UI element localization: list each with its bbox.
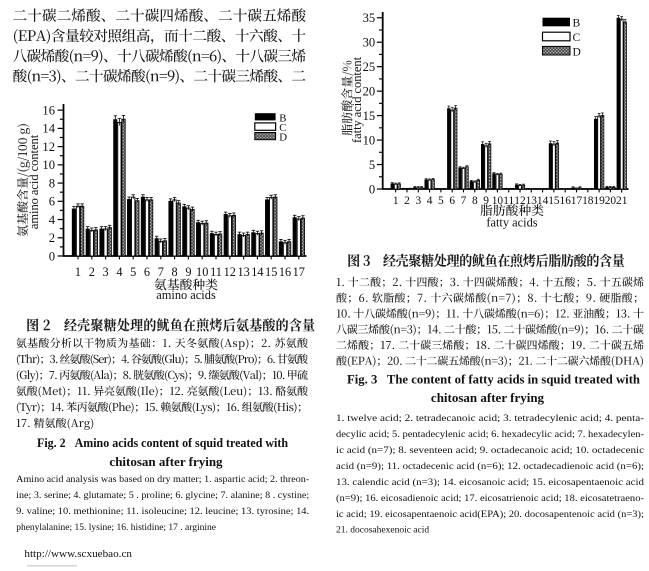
svg-text:15: 15 <box>265 265 277 279</box>
svg-text:C: C <box>279 122 286 134</box>
svg-text:10: 10 <box>196 265 208 279</box>
svg-text:14: 14 <box>251 265 263 279</box>
svg-text:fatty acid content: fatty acid content <box>350 56 364 143</box>
svg-text:17: 17 <box>293 265 305 279</box>
svg-text:phenylalanine; 15. lysine; 16.: phenylalanine; 15. lysine; 16. histidine… <box>16 523 216 533</box>
svg-text:1: 1 <box>393 195 399 207</box>
svg-text:Amino acid analysis was based: Amino acid analysis was based on dry mat… <box>16 475 309 485</box>
svg-text:14: 14 <box>42 122 55 136</box>
svg-text:2: 2 <box>89 265 95 279</box>
svg-text:21. docosahexenoic acid: 21. docosahexenoic acid <box>336 526 429 536</box>
svg-text:5: 5 <box>130 265 136 279</box>
svg-text:ic acid; 19. eicosapentaenoic: ic acid; 19. eicosapentaenoic acid(EPA);… <box>336 509 644 520</box>
svg-text:chitosan after frying: chitosan after frying <box>431 390 545 405</box>
svg-text:(n=9); 16. eicosadienoic acid;: (n=9); 16. eicosadienoic acid; 17. eicos… <box>336 493 644 504</box>
svg-text:3: 3 <box>415 195 421 207</box>
svg-text:amino acids: amino acids <box>156 288 216 302</box>
svg-text:9: 9 <box>185 265 191 279</box>
svg-text:13: 13 <box>526 195 538 207</box>
svg-text:20: 20 <box>605 195 617 207</box>
svg-text:D: D <box>573 45 581 58</box>
svg-text:12: 12 <box>42 140 55 154</box>
svg-text:9. valine; 10. methionine; 11.: 9. valine; 10. methionine; 11. isoleucin… <box>16 507 309 517</box>
svg-text:fatty acids: fatty acids <box>486 216 537 230</box>
svg-text:20: 20 <box>363 85 376 99</box>
svg-text:B: B <box>279 112 286 124</box>
svg-text:0: 0 <box>49 249 55 263</box>
svg-text:4: 4 <box>427 195 433 207</box>
svg-text:25: 25 <box>363 60 376 74</box>
svg-text:6: 6 <box>144 265 150 279</box>
svg-text:D: D <box>279 131 287 143</box>
svg-text:13. calendic acid (n=3); 14. e: 13. calendic acid (n=3); 14. eicosanoic … <box>336 477 644 488</box>
svg-text:15: 15 <box>363 109 376 123</box>
svg-text:acid (n=9); 11. octadecenic ac: acid (n=9); 11. octadecenic acid (n=6); … <box>336 461 644 472</box>
svg-text:Fig. 2 Amino acids content o: Fig. 2 Amino acids content of squid trea… <box>37 435 289 450</box>
svg-text:30: 30 <box>363 36 376 50</box>
svg-text:18: 18 <box>582 195 594 207</box>
svg-text:8: 8 <box>49 176 55 190</box>
svg-text:9: 9 <box>483 195 489 207</box>
svg-text:10: 10 <box>363 133 376 147</box>
svg-text:2: 2 <box>404 195 410 207</box>
svg-text:7: 7 <box>461 195 467 207</box>
svg-text:B: B <box>573 17 581 30</box>
svg-text:ine; 3. serine; 4. glutamate;: ine; 3. serine; 4. glutamate; 5 . prolin… <box>16 491 309 501</box>
svg-text:17: 17 <box>571 195 583 207</box>
svg-text:12: 12 <box>514 195 526 207</box>
svg-text:http://www.scxuebao.cn: http://www.scxuebao.cn <box>24 549 132 560</box>
svg-text:7: 7 <box>158 265 164 279</box>
svg-text:13: 13 <box>237 265 249 279</box>
svg-text:35: 35 <box>363 11 376 25</box>
svg-text:11: 11 <box>210 265 222 279</box>
svg-text:16: 16 <box>42 103 55 117</box>
svg-text:3: 3 <box>103 265 109 279</box>
svg-text:5: 5 <box>438 195 444 207</box>
svg-text:10: 10 <box>42 158 55 172</box>
svg-text:2: 2 <box>49 231 55 245</box>
svg-text:19: 19 <box>593 195 605 207</box>
svg-text:C: C <box>573 31 581 44</box>
svg-text:16: 16 <box>560 195 572 207</box>
svg-text:8: 8 <box>172 265 178 279</box>
svg-text:8: 8 <box>472 195 478 207</box>
svg-text:15: 15 <box>548 195 560 207</box>
svg-text:12: 12 <box>224 265 236 279</box>
svg-text:5: 5 <box>369 158 375 172</box>
svg-text:chitosan after frying: chitosan after frying <box>109 454 223 469</box>
svg-text:ic acid (n=7); 8. seventeen ac: ic acid (n=7); 8. seventeen acid; 9. oct… <box>336 445 644 456</box>
svg-text:0: 0 <box>369 182 375 196</box>
svg-text:1: 1 <box>75 265 81 279</box>
svg-text:10: 10 <box>492 195 504 207</box>
svg-text:Fig. 3 The content of fatty: Fig. 3 The content of fatty acids in squ… <box>347 371 641 386</box>
svg-text:11: 11 <box>503 195 514 207</box>
svg-text:amino acid content: amino acid content <box>27 134 41 229</box>
svg-text:decylic acid; 5. pentadecyleni: decylic acid; 5. pentadecylenic acid; 6.… <box>336 430 644 440</box>
svg-text:16: 16 <box>279 265 291 279</box>
svg-text:21: 21 <box>616 195 628 207</box>
svg-text:1. twelve acid; 2. tetradecano: 1. twelve acid; 2. tetradecanoic acid; 3… <box>336 414 644 424</box>
svg-text:14: 14 <box>537 195 549 207</box>
svg-text:6: 6 <box>49 195 55 209</box>
svg-text:4: 4 <box>49 213 56 227</box>
svg-text:6: 6 <box>449 195 455 207</box>
svg-text:4: 4 <box>116 265 122 279</box>
